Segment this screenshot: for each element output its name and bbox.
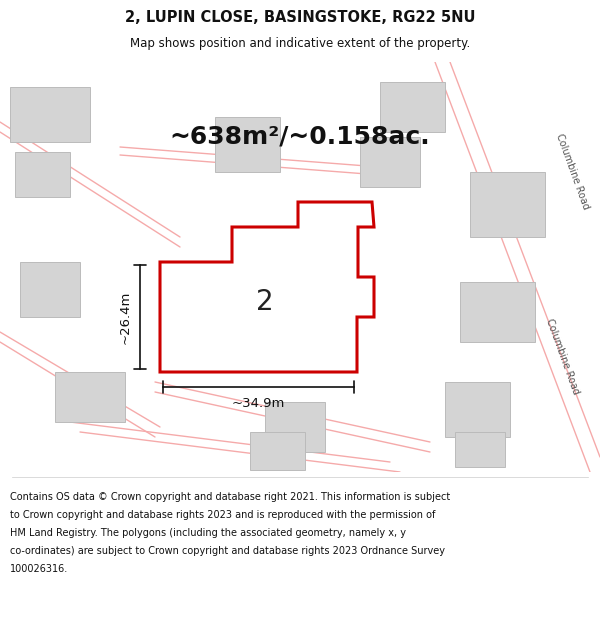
Polygon shape <box>265 402 325 452</box>
Polygon shape <box>360 137 420 187</box>
Polygon shape <box>460 282 535 342</box>
Text: 2, LUPIN CLOSE, BASINGSTOKE, RG22 5NU: 2, LUPIN CLOSE, BASINGSTOKE, RG22 5NU <box>125 11 475 26</box>
Polygon shape <box>160 202 374 372</box>
Polygon shape <box>55 372 125 422</box>
Text: Columbine Road: Columbine Road <box>544 318 580 396</box>
Polygon shape <box>20 262 80 317</box>
Polygon shape <box>445 382 510 437</box>
Polygon shape <box>250 432 305 470</box>
Polygon shape <box>15 152 70 197</box>
Text: HM Land Registry. The polygons (including the associated geometry, namely x, y: HM Land Registry. The polygons (includin… <box>10 528 406 538</box>
Text: Contains OS data © Crown copyright and database right 2021. This information is : Contains OS data © Crown copyright and d… <box>10 492 450 502</box>
Polygon shape <box>455 432 505 467</box>
Polygon shape <box>10 87 90 142</box>
Text: 2: 2 <box>256 288 274 316</box>
Text: ~26.4m: ~26.4m <box>119 290 132 344</box>
Polygon shape <box>380 82 445 132</box>
Text: 100026316.: 100026316. <box>10 564 68 574</box>
Text: to Crown copyright and database rights 2023 and is reproduced with the permissio: to Crown copyright and database rights 2… <box>10 510 436 520</box>
Text: Columbine Road: Columbine Road <box>554 132 590 211</box>
Polygon shape <box>215 117 280 172</box>
Text: ~638m²/~0.158ac.: ~638m²/~0.158ac. <box>170 125 430 149</box>
Text: ~34.9m: ~34.9m <box>232 397 285 410</box>
Text: Map shows position and indicative extent of the property.: Map shows position and indicative extent… <box>130 38 470 51</box>
Polygon shape <box>470 172 545 237</box>
Text: co-ordinates) are subject to Crown copyright and database rights 2023 Ordnance S: co-ordinates) are subject to Crown copyr… <box>10 546 445 556</box>
